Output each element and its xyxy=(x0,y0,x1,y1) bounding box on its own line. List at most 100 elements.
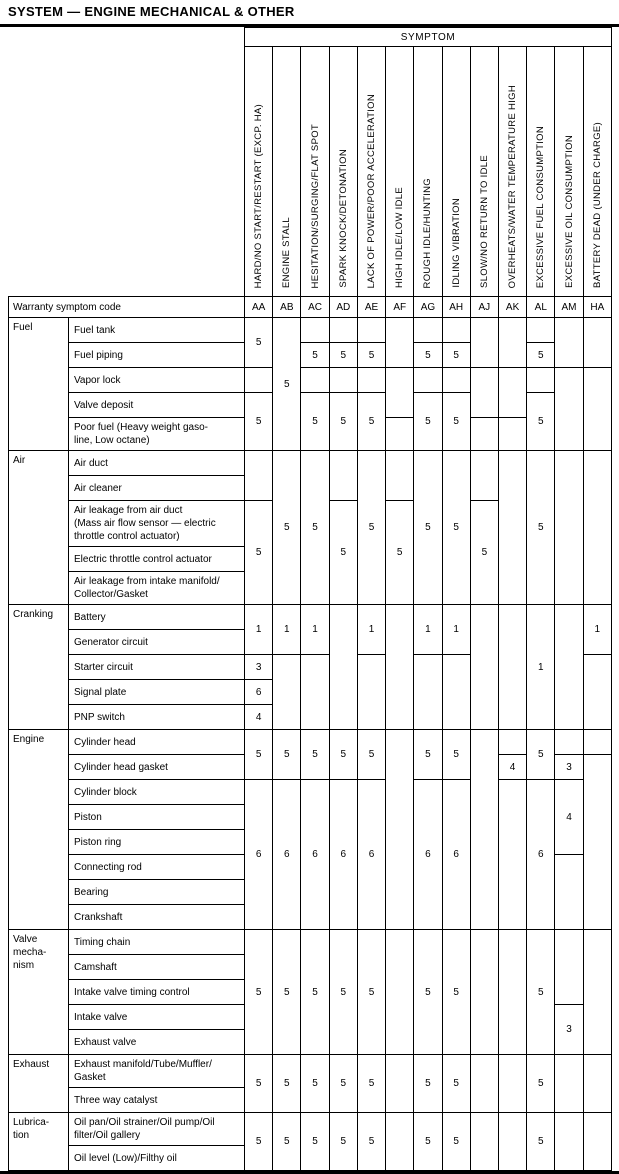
item-cell: Starter circuit xyxy=(68,654,245,680)
value-cell-AD xyxy=(328,317,358,343)
value-cell-AJ xyxy=(469,1112,499,1171)
value-cell-AK xyxy=(497,450,528,605)
value-cell-AC xyxy=(300,654,330,730)
value-cell-AA: 1 xyxy=(243,604,274,655)
value-cell-AE: 5 xyxy=(356,1112,387,1171)
item-cell: Oil pan/Oil strainer/Oil pump/Oil filter… xyxy=(68,1112,245,1146)
value-cell-AE xyxy=(356,367,387,393)
item-cell: Fuel tank xyxy=(68,317,245,343)
value-cell-AE: 5 xyxy=(356,729,387,780)
value-cell-AL xyxy=(526,317,556,343)
value-cell-AG: 5 xyxy=(413,342,443,368)
value-cell-AD: 5 xyxy=(328,1112,358,1171)
value-cell-AH: 5 xyxy=(441,450,471,605)
column-header-AE: LACK OF POWER/POOR ACCELERATION xyxy=(356,46,387,297)
value-cell-AC: 6 xyxy=(300,779,330,930)
value-cell-AG: 5 xyxy=(413,392,443,451)
item-cell: Cylinder head gasket xyxy=(68,754,245,780)
item-cell: Camshaft xyxy=(68,954,245,980)
category-cell: Fuel xyxy=(8,317,69,451)
value-cell-AL: 5 xyxy=(526,1054,556,1113)
value-cell-AE: 5 xyxy=(356,929,387,1055)
table-row: PNP switch 4 xyxy=(9,704,612,730)
value-cell-HA xyxy=(582,367,613,451)
value-cell-AA: 5 xyxy=(243,929,274,1055)
symptom-code-AG: AG xyxy=(413,296,443,318)
value-cell-AB: 1 xyxy=(272,604,302,655)
column-header-label: ROUGH IDLE/HUNTING xyxy=(422,177,434,288)
table-body: SYMPTOM HARD/NO START/RESTART (EXCP. HA)… xyxy=(8,27,613,1171)
symptom-code-AL: AL xyxy=(526,296,556,318)
value-cell-AF xyxy=(385,729,415,930)
warranty-symptom-code-label: Warranty symptom code xyxy=(8,296,245,318)
category-cell: Lubrica- tion xyxy=(8,1112,69,1171)
symptom-code-AC: AC xyxy=(300,296,330,318)
value-cell-AG: 1 xyxy=(413,604,443,655)
item-cell: Air duct xyxy=(68,450,245,476)
symptom-header-row: SYMPTOM xyxy=(8,27,612,297)
value-cell-AB: 5 xyxy=(272,450,302,605)
value-cell-AH: 5 xyxy=(441,342,471,368)
category-cell: Exhaust xyxy=(8,1054,69,1113)
value-cell-AE: 1 xyxy=(356,604,387,655)
value-cell-HA xyxy=(582,654,613,730)
column-header-AD: SPARK KNOCK/DETONATION xyxy=(328,46,358,297)
value-cell-AC xyxy=(300,367,330,393)
value-cell-AH: 5 xyxy=(441,1054,471,1113)
symptom-code-AJ: AJ xyxy=(469,296,499,318)
item-cell: Exhaust manifold/Tube/Muffler/ Gasket xyxy=(68,1054,245,1088)
page-title: SYSTEM — ENGINE MECHANICAL & OTHER xyxy=(8,4,295,19)
value-cell-AK xyxy=(497,1054,528,1113)
item-cell: Generator circuit xyxy=(68,629,245,655)
item-cell: Air leakage from intake manifold/ Collec… xyxy=(68,571,245,605)
table-row: Engine Cylinder head 5 5 5 5 5 5 5 5 xyxy=(8,729,613,930)
value-cell-AE: 6 xyxy=(356,779,387,930)
value-cell-AD: 6 xyxy=(328,779,358,930)
value-cell-AH: 6 xyxy=(441,779,471,930)
item-cell: Vapor lock xyxy=(68,367,245,393)
value-cell-HA xyxy=(582,754,613,930)
value-cell-AA xyxy=(243,450,274,501)
value-cell-AM xyxy=(554,729,584,755)
symptom-code-AE: AE xyxy=(356,296,387,318)
value-cell-HA xyxy=(582,1112,613,1171)
value-cell-AD: 5 xyxy=(328,1054,358,1113)
symptom-code-AF: AF xyxy=(385,296,415,318)
value-cell-AB: 5 xyxy=(272,929,302,1055)
value-cell-AJ xyxy=(469,729,499,930)
value-cell-AA: 6 xyxy=(243,679,274,705)
table-row: Valve mecha- nism Timing chain 5 5 5 5 5 5 5 5 xyxy=(8,929,613,1055)
value-cell-AF xyxy=(385,1112,415,1171)
value-cell-AE: 5 xyxy=(356,342,387,368)
value-cell-AH xyxy=(441,317,471,343)
value-cell-AF xyxy=(385,929,415,1055)
code-row: Warranty symptom code AA AB AC AD AE AF AG AH AJ… xyxy=(8,296,613,318)
column-header-AG: ROUGH IDLE/HUNTING xyxy=(413,46,443,297)
value-cell-AL xyxy=(526,367,556,393)
column-header-label: HARD/NO START/RESTART (EXCP. HA) xyxy=(253,103,265,288)
value-cell-HA xyxy=(582,1054,613,1113)
item-cell: Three way catalyst xyxy=(68,1087,245,1113)
title-rule xyxy=(0,24,619,27)
value-cell-AC: 5 xyxy=(300,929,330,1055)
value-cell-AJ xyxy=(469,317,499,368)
value-cell-AA: 5 xyxy=(243,317,274,368)
value-cell-AF xyxy=(385,417,415,451)
value-cell-AB: 5 xyxy=(272,317,302,451)
column-header-AF: HIGH IDLE/LOW IDLE xyxy=(385,46,415,297)
item-cell: Cylinder head xyxy=(68,729,245,755)
value-cell-AF xyxy=(385,367,415,418)
table-row: Exhaust valve xyxy=(9,1029,612,1055)
item-cell: Piston xyxy=(68,804,245,830)
value-cell-AH: 5 xyxy=(441,929,471,1055)
item-cell: Intake valve xyxy=(68,1004,245,1030)
value-cell-AL: 5 xyxy=(526,450,556,605)
value-cell-AK xyxy=(497,1112,528,1171)
value-cell-AC: 5 xyxy=(300,342,330,368)
category-cell: Valve mecha- nism xyxy=(8,929,69,1055)
value-cell-AF: 5 xyxy=(385,500,415,605)
column-header-label: HIGH IDLE/LOW IDLE xyxy=(394,187,406,288)
table-row: Connecting rod xyxy=(9,854,612,930)
value-cell-AC xyxy=(300,317,330,343)
value-cell-AE xyxy=(356,317,387,343)
